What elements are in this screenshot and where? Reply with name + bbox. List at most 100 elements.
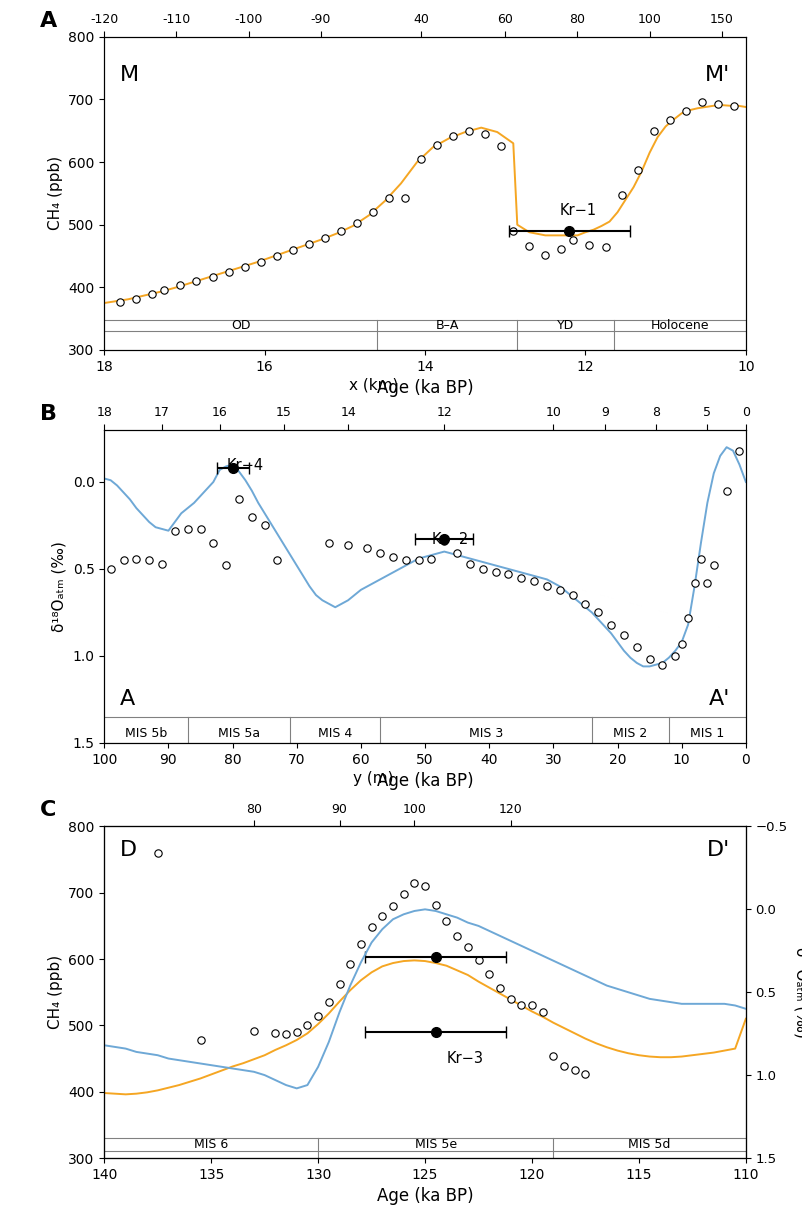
Point — [207, 533, 220, 553]
Point — [318, 228, 331, 248]
Point — [220, 555, 233, 575]
Point — [158, 280, 171, 300]
Point — [254, 252, 267, 271]
Text: MIS 2: MIS 2 — [614, 727, 647, 740]
Point — [579, 594, 592, 614]
Point — [419, 877, 431, 896]
Text: Kr−4: Kr−4 — [226, 458, 263, 473]
Point — [615, 185, 628, 205]
Point — [374, 544, 387, 564]
Point — [592, 603, 605, 623]
Point — [412, 550, 425, 570]
Point — [472, 950, 485, 970]
Point — [290, 1022, 303, 1041]
Text: A': A' — [708, 689, 730, 710]
Point — [569, 1061, 581, 1081]
Point — [483, 964, 496, 984]
Point — [479, 124, 492, 144]
Point — [302, 235, 315, 254]
Point — [399, 188, 411, 208]
Point — [643, 650, 656, 669]
Text: OD: OD — [231, 319, 250, 332]
Point — [547, 1046, 560, 1066]
Point — [451, 544, 464, 564]
Text: MIS 5e: MIS 5e — [415, 1138, 457, 1151]
Text: x (km): x (km) — [349, 377, 399, 392]
Point — [280, 1024, 293, 1044]
Point — [143, 550, 156, 570]
X-axis label: Age (ka BP): Age (ka BP) — [377, 1187, 473, 1205]
Y-axis label: CH₄ (ppb): CH₄ (ppb) — [47, 955, 63, 1029]
Point — [675, 634, 688, 653]
Point — [515, 995, 528, 1014]
Point — [464, 554, 476, 573]
Point — [515, 567, 528, 587]
Point — [258, 516, 271, 535]
Point — [387, 546, 399, 566]
Point — [631, 160, 644, 179]
Text: C: C — [40, 799, 56, 820]
Text: MIS 6: MIS 6 — [194, 1138, 229, 1151]
Point — [168, 521, 181, 540]
Point — [312, 1006, 325, 1025]
Text: YD: YD — [557, 319, 574, 332]
Point — [270, 246, 283, 266]
Point — [376, 906, 389, 926]
Point — [383, 189, 395, 209]
Point — [682, 608, 695, 628]
Point — [190, 271, 203, 291]
Point — [271, 550, 284, 570]
Point — [322, 533, 335, 553]
Point — [701, 573, 714, 593]
Point — [233, 490, 245, 510]
Point — [194, 1030, 207, 1050]
Point — [156, 554, 168, 573]
Point — [461, 937, 474, 957]
Point — [301, 1016, 314, 1035]
Text: A: A — [120, 689, 136, 710]
Point — [695, 92, 708, 112]
Y-axis label: δ¹⁸Oₐₜₘ (‰): δ¹⁸Oₐₜₘ (‰) — [52, 540, 67, 632]
Point — [504, 989, 517, 1008]
Point — [669, 646, 682, 666]
Point — [695, 549, 707, 569]
Point — [117, 550, 130, 570]
Point — [322, 992, 335, 1012]
Text: Holocene: Holocene — [650, 319, 709, 332]
Point — [425, 549, 438, 569]
Point — [387, 896, 399, 916]
Point — [447, 126, 460, 146]
Point — [679, 102, 692, 122]
Point — [618, 625, 630, 645]
Text: M: M — [120, 65, 140, 85]
Point — [507, 221, 520, 241]
Point — [114, 292, 127, 312]
Y-axis label: δ¹⁸Oₐₜₘ (‰): δ¹⁸Oₐₜₘ (‰) — [793, 947, 802, 1038]
Point — [502, 565, 515, 585]
Point — [334, 221, 347, 241]
Text: MIS 5a: MIS 5a — [218, 727, 260, 740]
Y-axis label: CH₄ (ppb): CH₄ (ppb) — [47, 156, 63, 231]
Point — [146, 285, 159, 305]
Text: M': M' — [705, 65, 730, 85]
Point — [194, 519, 207, 539]
Point — [438, 532, 451, 551]
X-axis label: Age (ka BP): Age (ka BP) — [377, 772, 473, 790]
Point — [707, 555, 720, 575]
Point — [733, 441, 746, 460]
Point — [206, 266, 219, 286]
Point — [557, 1056, 570, 1076]
Point — [539, 244, 552, 264]
Point — [541, 576, 553, 596]
Point — [367, 203, 379, 222]
Point — [451, 926, 464, 946]
Point — [286, 239, 299, 259]
Point — [688, 573, 701, 593]
Point — [365, 917, 378, 937]
Point — [528, 571, 541, 591]
Point — [344, 954, 357, 974]
X-axis label: Age (ka BP): Age (ka BP) — [377, 379, 473, 397]
Point — [361, 538, 374, 558]
Point — [174, 275, 187, 295]
Point — [429, 895, 442, 915]
